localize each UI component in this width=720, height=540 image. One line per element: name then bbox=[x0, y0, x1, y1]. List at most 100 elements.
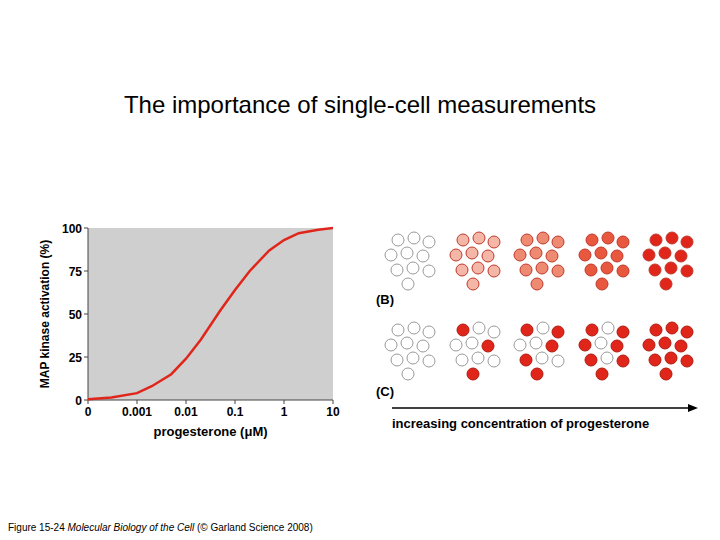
x-tick-label: 0.01 bbox=[174, 405, 198, 419]
cell bbox=[456, 264, 468, 276]
cell bbox=[521, 234, 533, 246]
cell bbox=[472, 262, 484, 274]
cell bbox=[488, 326, 500, 338]
cell bbox=[472, 352, 484, 364]
cell bbox=[611, 250, 623, 262]
cell bbox=[665, 262, 677, 274]
cell bbox=[423, 236, 435, 248]
x-tick-label: 10 bbox=[326, 405, 340, 419]
cell bbox=[649, 354, 661, 366]
caption-figure: Figure 15-24 bbox=[8, 522, 67, 533]
cell bbox=[586, 324, 598, 336]
cell bbox=[617, 236, 629, 248]
cell bbox=[488, 236, 500, 248]
cell bbox=[536, 262, 548, 274]
cell bbox=[402, 368, 414, 380]
cell bbox=[514, 249, 526, 261]
cell bbox=[681, 355, 693, 367]
cell bbox=[643, 249, 655, 261]
cell bbox=[552, 326, 564, 338]
cell bbox=[423, 265, 435, 277]
cell bbox=[585, 354, 597, 366]
y-tick-label: 100 bbox=[62, 222, 82, 236]
cell bbox=[392, 234, 404, 246]
cell bbox=[650, 234, 662, 246]
x-axis-title: progesterone (μM) bbox=[153, 424, 267, 439]
x-tick bbox=[333, 400, 334, 404]
y-tick bbox=[84, 400, 88, 401]
cell bbox=[488, 355, 500, 367]
cell-group bbox=[514, 232, 564, 290]
x-tick bbox=[235, 400, 236, 404]
cell bbox=[457, 324, 469, 336]
y-axis-title: MAP kinase activation (%) bbox=[38, 240, 52, 389]
cell bbox=[596, 278, 608, 290]
y-tick-label: 75 bbox=[69, 265, 83, 279]
cell-group bbox=[385, 232, 435, 290]
panel-label: (C) bbox=[376, 384, 394, 399]
y-tick bbox=[84, 357, 88, 358]
cell bbox=[385, 339, 397, 351]
cell bbox=[457, 234, 469, 246]
cell bbox=[408, 232, 420, 244]
cell bbox=[537, 232, 549, 244]
cell bbox=[401, 337, 413, 349]
caption-credit: (© Garland Science 2008) bbox=[194, 522, 313, 533]
cell bbox=[407, 352, 419, 364]
x-tick bbox=[137, 400, 138, 404]
x-tick-label: 0.001 bbox=[122, 405, 152, 419]
cell bbox=[660, 368, 672, 380]
cell bbox=[482, 340, 494, 352]
cell-group bbox=[643, 322, 693, 380]
x-tick-label: 1 bbox=[281, 405, 288, 419]
y-tick bbox=[84, 228, 88, 229]
x-tick bbox=[186, 400, 187, 404]
cell bbox=[595, 247, 607, 259]
cell bbox=[520, 354, 532, 366]
y-tick-label: 50 bbox=[69, 308, 83, 322]
cell bbox=[602, 232, 614, 244]
panel-label: (B) bbox=[376, 292, 394, 307]
cell bbox=[611, 340, 623, 352]
cell-group bbox=[579, 232, 629, 290]
cell bbox=[660, 278, 672, 290]
cell bbox=[531, 278, 543, 290]
cell bbox=[552, 236, 564, 248]
cell bbox=[602, 322, 614, 334]
cell-group bbox=[385, 322, 435, 380]
cell bbox=[392, 324, 404, 336]
cell bbox=[520, 264, 532, 276]
plot-marks bbox=[88, 228, 333, 399]
cell bbox=[665, 352, 677, 364]
cell bbox=[417, 250, 429, 262]
cell bbox=[546, 250, 558, 262]
arrow-head bbox=[688, 404, 698, 412]
cell bbox=[585, 264, 597, 276]
cell-group bbox=[514, 322, 564, 380]
cell bbox=[617, 326, 629, 338]
cell bbox=[617, 265, 629, 277]
cell-group bbox=[450, 322, 500, 380]
cell bbox=[666, 232, 678, 244]
cell bbox=[530, 247, 542, 259]
cell bbox=[617, 355, 629, 367]
cell bbox=[482, 250, 494, 262]
cell bbox=[423, 355, 435, 367]
cell-group bbox=[450, 232, 500, 290]
cell bbox=[681, 326, 693, 338]
cell bbox=[649, 264, 661, 276]
cell bbox=[552, 265, 564, 277]
x-axis bbox=[88, 400, 333, 401]
x-tick bbox=[284, 400, 285, 404]
cell bbox=[488, 265, 500, 277]
cell bbox=[407, 262, 419, 274]
cell bbox=[643, 339, 655, 351]
x-tick-label: 0.1 bbox=[227, 405, 244, 419]
cell bbox=[473, 232, 485, 244]
cell bbox=[417, 340, 429, 352]
cell bbox=[681, 265, 693, 277]
cell bbox=[681, 236, 693, 248]
y-tick bbox=[84, 314, 88, 315]
cell bbox=[391, 264, 403, 276]
cell bbox=[401, 247, 413, 259]
